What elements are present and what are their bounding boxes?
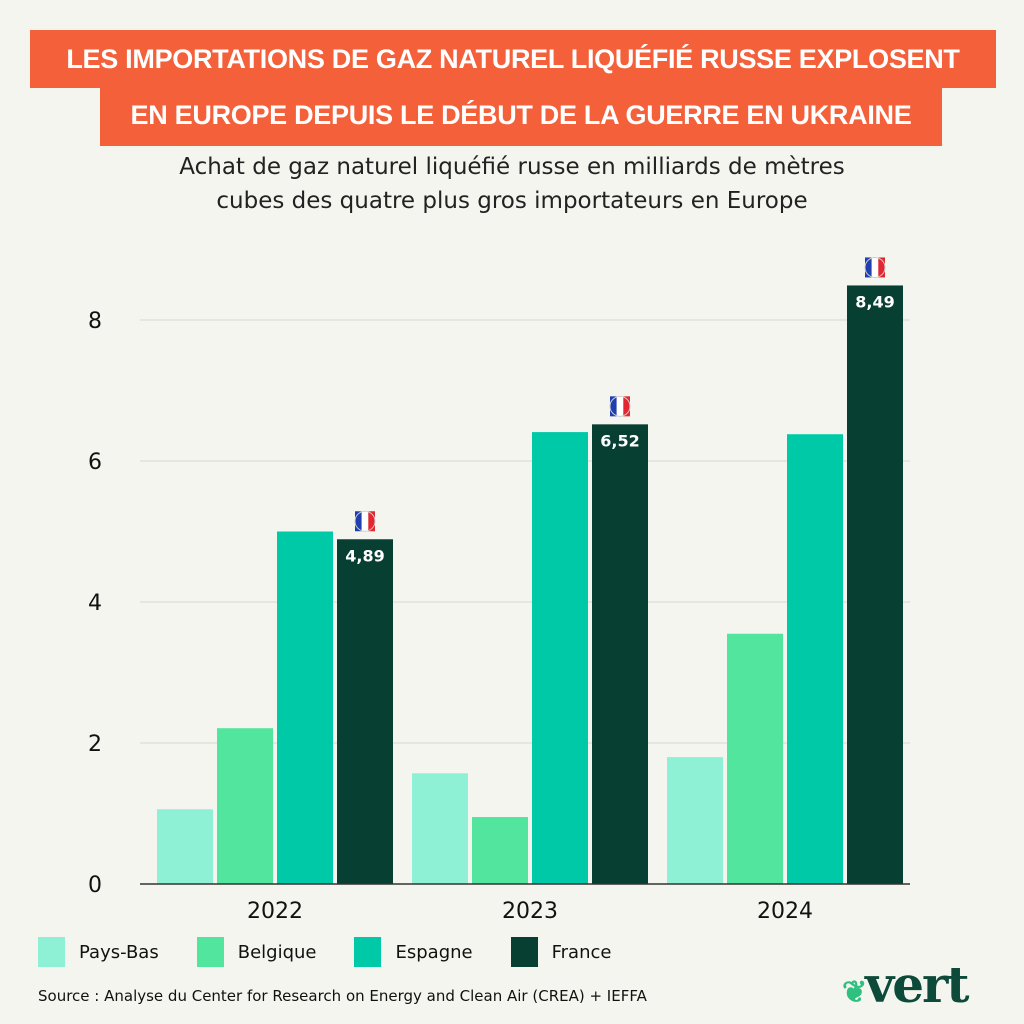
legend-item: Belgique (196, 937, 317, 967)
french-flag-icon (609, 395, 631, 417)
bar-Espagne-2022 (277, 531, 333, 884)
legend-label: Pays-Bas (79, 941, 159, 963)
y-tick-label: 8 (88, 309, 102, 334)
french-flag-icon (354, 510, 376, 532)
data-label: 4,89 (345, 546, 384, 565)
data-label: 8,49 (855, 292, 894, 311)
subtitle-line: Achat de gaz naturel liquéfié russe en m… (179, 154, 845, 180)
x-tick-label: 2023 (502, 899, 558, 924)
title-line-2: EN EUROPE DEPUIS LE DÉBUT DE LA GUERRE E… (100, 86, 942, 146)
legend-item: Pays-Bas (38, 937, 159, 967)
x-tick-label: 2024 (757, 899, 813, 924)
legend-swatch (38, 937, 65, 967)
bar-Espagne-2024 (787, 434, 843, 884)
subtitle-line: cubes des quatre plus gros importateurs … (216, 188, 808, 214)
legend-item: Espagne (354, 937, 473, 967)
legend-label: Belgique (237, 941, 317, 963)
y-tick-label: 0 (88, 873, 102, 898)
bar-Belgique-2023 (472, 817, 528, 884)
source-note: Source : Analyse du Center for Research … (38, 987, 647, 1005)
legend-item: France (510, 937, 612, 967)
bar-Pays-Bas-2024 (667, 757, 723, 884)
legend: Pays-Bas Belgique Espagne France (38, 937, 649, 967)
bar-Belgique-2022 (217, 728, 273, 884)
y-tick-label: 2 (88, 732, 102, 757)
legend-label: France (551, 941, 612, 963)
bar-France-2022 (337, 539, 393, 884)
legend-swatch (354, 937, 382, 967)
french-flag-icon (864, 256, 886, 278)
y-tick-label: 4 (88, 591, 102, 616)
legend-swatch (196, 937, 224, 967)
bar-Pays-Bas-2023 (412, 773, 468, 884)
legend-label: Espagne (395, 941, 473, 963)
title-line-1: LES IMPORTATIONS DE GAZ NATUREL LIQUÉFIÉ… (30, 30, 996, 88)
y-tick-label: 6 (88, 450, 102, 475)
bar-Espagne-2023 (532, 432, 588, 884)
data-label: 6,52 (600, 431, 639, 450)
legend-swatch (510, 937, 538, 967)
vert-logo: ❦vert (842, 955, 969, 1014)
bar-France-2024 (847, 285, 903, 885)
bar-France-2023 (592, 424, 648, 884)
bar-Pays-Bas-2022 (157, 809, 213, 884)
bar-Belgique-2024 (727, 633, 783, 884)
subtitle: Achat de gaz naturel liquéfié russe en m… (0, 150, 1024, 218)
x-tick-label: 2022 (247, 899, 303, 924)
